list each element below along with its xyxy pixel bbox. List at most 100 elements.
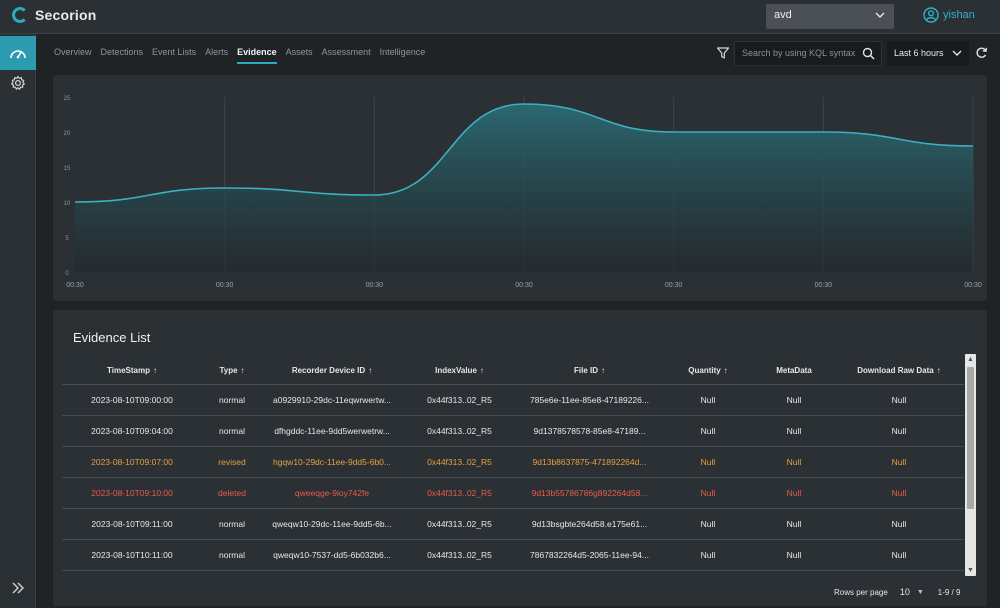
table-scrollbar[interactable]: ▲ ▼ bbox=[965, 354, 976, 576]
tab-event-lists[interactable]: Event Lists bbox=[152, 47, 197, 57]
table-cell: Null bbox=[891, 426, 907, 436]
table-cell: normal bbox=[219, 395, 245, 405]
table-cell: 2023-08-10T09:00:00 bbox=[91, 395, 173, 405]
table-header: TimeStamp ↑ Type ↑ Recorder Device ID ↑ IndexV… bbox=[62, 357, 964, 385]
column-header-label: TimeStamp bbox=[107, 366, 150, 375]
column-header-label: Quantity bbox=[688, 366, 721, 375]
table-cell: 9d13b55786786g892264d58... bbox=[531, 488, 648, 498]
table-row[interactable]: 2023-08-10T09:00:00 normal a0929910-29dc-1… bbox=[62, 385, 964, 416]
column-header[interactable]: IndexValue ↑ bbox=[402, 366, 517, 375]
y-tick-label: 10 bbox=[64, 201, 71, 207]
chevron-down-icon[interactable]: ▼ bbox=[916, 588, 924, 596]
table-row[interactable]: 2023-08-10T10:11:00 normal qweqw10-7537-dd… bbox=[62, 540, 964, 571]
sidebar-item-dashboard[interactable] bbox=[0, 36, 36, 70]
sidebar-item-settings[interactable] bbox=[0, 66, 36, 100]
column-header[interactable]: File ID ↑ bbox=[517, 366, 662, 375]
tab-evidence[interactable]: Evidence bbox=[237, 47, 277, 64]
y-tick-label: 5 bbox=[65, 236, 69, 242]
user-circle-icon bbox=[923, 7, 939, 23]
column-header[interactable]: Type ↑ bbox=[202, 366, 262, 375]
column-header[interactable]: Quantity ↑ bbox=[662, 366, 754, 375]
tab-assets[interactable]: Assets bbox=[285, 47, 313, 57]
tab-detections[interactable]: Detections bbox=[100, 47, 144, 57]
sort-arrow-icon[interactable]: ↑ bbox=[936, 366, 941, 375]
scroll-up-arrow-icon[interactable]: ▲ bbox=[967, 356, 974, 363]
column-header[interactable]: Download Raw Data ↑ bbox=[834, 366, 964, 375]
table-row[interactable]: 2023-08-10T09:04:00 normal dfhgddc-11ee-9d… bbox=[62, 416, 964, 447]
column-header-label: Type bbox=[219, 366, 238, 375]
series-line bbox=[74, 103, 974, 203]
x-tick-label: 00:30 bbox=[66, 282, 84, 289]
tab-alerts[interactable]: Alerts bbox=[205, 47, 229, 57]
table-cell: Null bbox=[700, 550, 716, 560]
table-cell: Null bbox=[891, 488, 907, 498]
y-tick-label: 0 bbox=[65, 271, 69, 277]
refresh-icon[interactable] bbox=[975, 46, 988, 59]
rows-per-page-label: Rows per page bbox=[834, 587, 888, 597]
y-tick-label: 25 bbox=[64, 96, 71, 102]
filter-icon[interactable] bbox=[716, 46, 730, 60]
scroll-thumb[interactable] bbox=[967, 367, 974, 509]
table-cell: Null bbox=[786, 550, 802, 560]
table-cell: Null bbox=[700, 426, 716, 436]
series-area bbox=[75, 104, 973, 272]
app-logo[interactable]: Secorion bbox=[12, 7, 97, 23]
table-cell: 0x44f313..02_R5 bbox=[427, 519, 492, 529]
sort-arrow-icon[interactable]: ↑ bbox=[152, 366, 157, 375]
section-tabs: Overview Detections Event Lists Alerts E… bbox=[54, 47, 434, 64]
app-name: Secorion bbox=[35, 7, 97, 23]
table-row[interactable]: 2023-08-10T09:11:00 normal qweqw10-29dc-11… bbox=[62, 509, 964, 540]
column-header-label: MetaData bbox=[776, 366, 812, 375]
page-range: 1-9 / 9 bbox=[937, 587, 961, 597]
column-header[interactable]: Recorder Device ID ↑ bbox=[262, 366, 402, 375]
sort-arrow-icon[interactable]: ↑ bbox=[240, 366, 245, 375]
double-chevron-right-icon bbox=[12, 582, 24, 594]
y-tick-label: 20 bbox=[64, 131, 71, 137]
table-cell: 2023-08-10T09:11:00 bbox=[91, 519, 173, 529]
table-row[interactable]: 2023-08-10T09:10:00 deleted qweeqge-9ioy74… bbox=[62, 478, 964, 509]
table-cell: normal bbox=[219, 519, 245, 529]
table-cell: a0929910-29dc-11eqwrwertw... bbox=[273, 395, 391, 405]
table-cell: normal bbox=[219, 426, 245, 436]
sort-arrow-icon[interactable]: ↑ bbox=[479, 366, 484, 375]
table-cell: Null bbox=[700, 488, 716, 498]
column-header-label: Recorder Device ID bbox=[291, 366, 366, 375]
x-tick-label: 00:30 bbox=[515, 282, 533, 289]
sidebar-expand-button[interactable] bbox=[0, 576, 36, 600]
tab-overview[interactable]: Overview bbox=[54, 47, 92, 57]
sort-arrow-icon[interactable]: ↑ bbox=[723, 366, 728, 375]
tab-intelligence[interactable]: Intelligence bbox=[379, 47, 426, 57]
kql-search-input[interactable] bbox=[742, 48, 860, 58]
column-header[interactable]: TimeStamp ↑ bbox=[62, 366, 202, 375]
column-header-label: IndexValue bbox=[435, 366, 477, 375]
sort-arrow-icon[interactable]: ↑ bbox=[368, 366, 373, 375]
x-tick-label: 00:30 bbox=[216, 282, 234, 289]
tenant-select[interactable]: avd bbox=[766, 4, 894, 29]
table-cell: 2023-08-10T10:11:00 bbox=[91, 550, 173, 560]
table-row[interactable]: 2023-08-10T09:07:00 revised hgqw10-29dc-11… bbox=[62, 447, 964, 478]
rows-per-page-select[interactable]: 10 bbox=[899, 587, 910, 597]
y-tick-label: 15 bbox=[64, 166, 71, 172]
x-tick-label: 00:30 bbox=[964, 282, 982, 289]
column-header: MetaData bbox=[754, 366, 834, 375]
table-cell: qweqw10-29dc-11ee-9dd5-6b... bbox=[272, 519, 392, 529]
user-menu[interactable]: yishan bbox=[923, 7, 975, 23]
table-cell: hgqw10-29dc-11ee-9dd5-6b0... bbox=[273, 457, 391, 467]
time-range-select[interactable]: Last 6 hours bbox=[887, 41, 969, 66]
gear-icon bbox=[11, 75, 25, 90]
table-cell: Null bbox=[700, 457, 716, 467]
sort-arrow-icon[interactable]: ↑ bbox=[601, 366, 605, 375]
tenant-select-value: avd bbox=[774, 9, 792, 21]
search-icon[interactable] bbox=[862, 47, 875, 60]
evidence-table: TimeStamp ↑ Type ↑ Recorder Device ID ↑ IndexV… bbox=[62, 357, 964, 571]
table-cell: qweeqge-9ioy742fe bbox=[294, 488, 370, 498]
table-cell: 0x44f313..02_R5 bbox=[427, 488, 492, 498]
table-cell: Null bbox=[700, 395, 716, 405]
table-cell: 2023-08-10T09:07:00 bbox=[91, 457, 173, 467]
evidence-area-chart: 0 5 10 15 20 25 00:30 00:30 00:30 00:30 00:30 00:30… bbox=[64, 96, 982, 289]
scroll-down-arrow-icon[interactable]: ▼ bbox=[967, 567, 974, 574]
table-cell: Null bbox=[786, 457, 802, 467]
table-cell: Null bbox=[700, 519, 716, 529]
tab-assessment[interactable]: Assessment bbox=[321, 47, 371, 57]
kql-search-box bbox=[734, 41, 882, 66]
